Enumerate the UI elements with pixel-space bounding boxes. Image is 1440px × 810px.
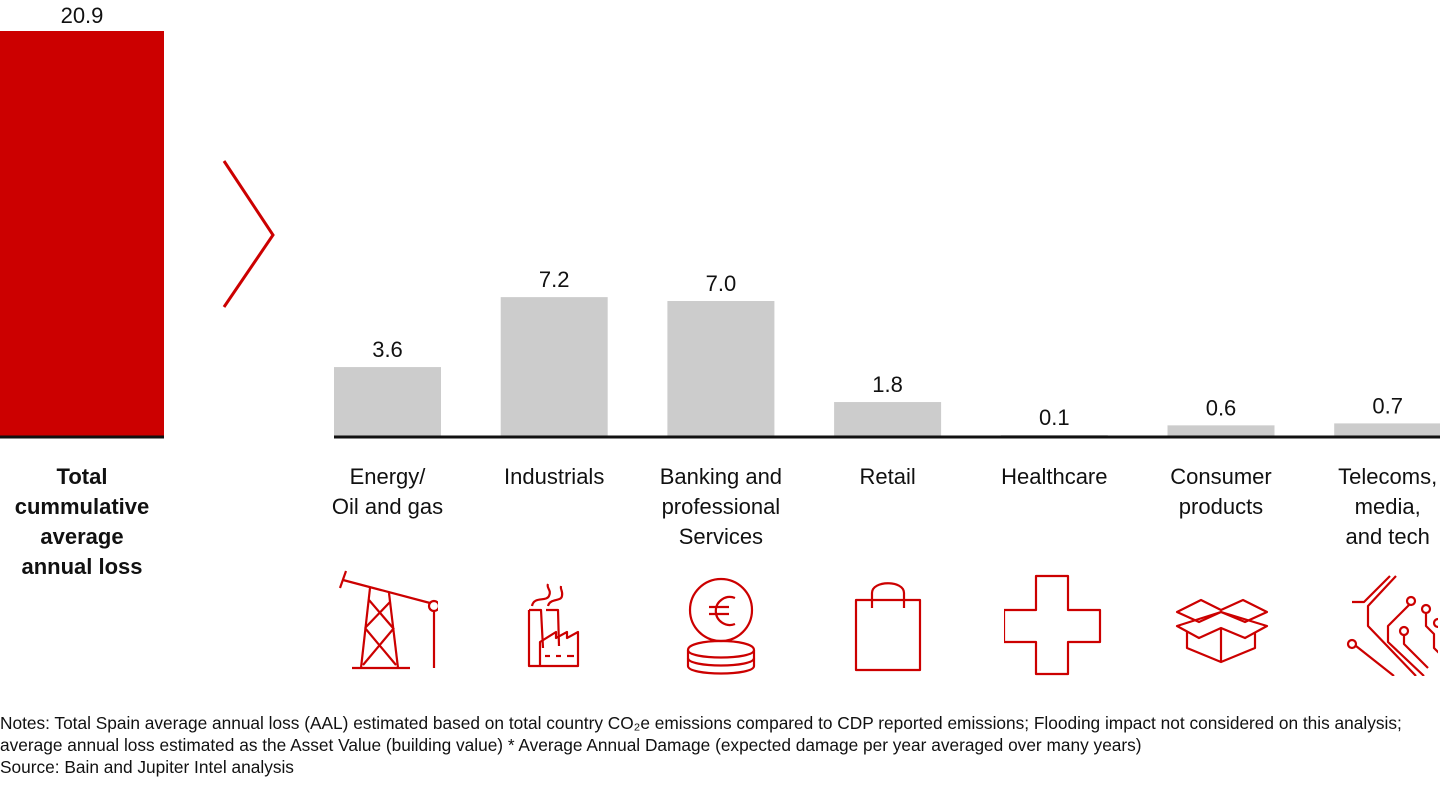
category-label: Banking and professional Services <box>659 464 783 549</box>
sector-bar <box>1334 423 1440 437</box>
total-category-label: Total cummulative average annual loss <box>14 464 150 579</box>
oil-pump-icon <box>338 566 440 676</box>
category-label: Consumer products <box>1170 464 1272 519</box>
open-box-icon <box>1171 566 1271 676</box>
chevron-arrow-icon <box>222 160 275 308</box>
bar-value-label: 3.6 <box>372 337 403 362</box>
bar-value-label: 7.0 <box>706 271 737 296</box>
category-label: Retail <box>859 464 916 489</box>
bar-value-label: 7.2 <box>539 267 570 292</box>
category-label: Energy/ Oil and gas <box>331 464 444 519</box>
category-label: Industrials <box>504 464 605 489</box>
source-text: Source: Bain and Jupiter Intel analysis <box>0 757 294 777</box>
bar-value-label: 0.6 <box>1206 395 1237 420</box>
sector-bar <box>834 402 942 437</box>
bar-value-label: 0.7 <box>1372 393 1403 418</box>
circuit-icon <box>1338 566 1440 677</box>
bar-value-label: 0.1 <box>1039 405 1070 430</box>
sector-bar <box>667 301 775 437</box>
medical-cross-icon <box>1003 566 1104 676</box>
sector-bar <box>1167 425 1275 437</box>
shopping-bag-icon <box>838 566 938 676</box>
bar-chart: 20.9 3.6 7.2 7.0 1.8 0.1 0.6 0.7 <box>0 3 1440 439</box>
notes-text: Notes: Total Spain average annual loss (… <box>0 713 1402 755</box>
category-label: Telecoms, media, and tech <box>1338 464 1438 549</box>
sector-bar <box>500 297 608 437</box>
bar-value-label: 1.8 <box>872 372 903 397</box>
chart-notes: Notes: Total Spain average annual loss (… <box>0 712 1420 778</box>
euro-coins-icon <box>671 566 771 676</box>
total-bar <box>0 31 164 437</box>
factory-icon <box>504 566 604 676</box>
sector-bar <box>334 367 441 437</box>
total-value-label: 20.9 <box>61 3 104 28</box>
category-label: Healthcare <box>1001 464 1108 489</box>
